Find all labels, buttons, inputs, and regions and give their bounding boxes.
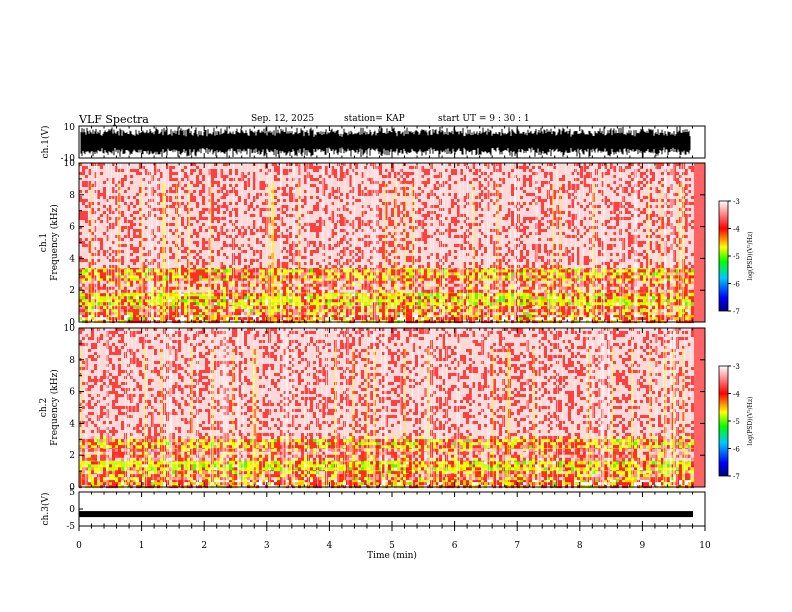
ch1-colorbar-tick-label: -7 <box>733 308 740 316</box>
ch3-waveform-trace <box>79 511 693 518</box>
ch2-spectrogram-ytick-label: 6 <box>69 388 75 398</box>
ch1-spectrogram-ytick-label: 4 <box>69 254 75 264</box>
ch1-spectrogram-cells <box>79 163 694 316</box>
ch1-ytick-label: 10 <box>64 123 76 133</box>
ch2-spectrogram-yellow-streaks <box>81 348 684 487</box>
ch1-colorbar-label: log(PSD)(V²/Hz) <box>747 232 754 281</box>
ch1-spectrogram-cells <box>79 266 694 316</box>
ch1-spectrogram-ytick-label: 10 <box>64 159 76 169</box>
xtick-label: 6 <box>452 541 458 551</box>
chart-title: VLF Spectra <box>79 113 149 126</box>
ch1-spectrogram-ylabel-channel: ch.1 <box>39 233 49 252</box>
ch1-spectrogram-ytick-label: 2 <box>69 286 75 296</box>
ch1-spectrogram-ytick-label: 6 <box>69 223 75 233</box>
ch3-waveform-frame <box>78 491 706 527</box>
xtick-label: 0 <box>76 541 82 551</box>
ch2-colorbar-tick-label: -3 <box>733 363 740 371</box>
station-label: station= KAP <box>344 114 405 124</box>
xtick-label: 8 <box>577 541 583 551</box>
xaxis-label: Time (min) <box>367 550 417 561</box>
xtick-label: 9 <box>640 541 646 551</box>
xtick-label: 2 <box>201 541 207 551</box>
ch1-waveform-ylabel: ch.1(V) <box>40 126 51 159</box>
ch2-colorbar-tick-label: -7 <box>733 473 740 481</box>
ch2-colorbar-label: log(PSD)(V²/Hz) <box>747 397 754 446</box>
xtick-label: 1 <box>139 541 145 551</box>
ch2-spectrogram-cells <box>79 458 694 489</box>
ch1-spectrogram-yellow-streaks <box>90 183 684 322</box>
ch2-colorbar-tick-label: -4 <box>733 391 740 399</box>
ch2-spectrogram-ytick-label: 10 <box>64 324 76 334</box>
ch2-colorbar-tick-label: -5 <box>733 418 740 426</box>
ch1-spectrogram-ytick-label: 8 <box>69 191 75 201</box>
xtick-label: 4 <box>327 541 333 551</box>
start-time-label: start UT = 9 : 30 : 1 <box>438 114 530 124</box>
ch3-ytick-label: -5 <box>66 522 75 532</box>
xtick-label: 3 <box>264 541 270 551</box>
xtick-label: 7 <box>514 541 520 551</box>
ch1-colorbar-tick-label: -3 <box>733 198 740 206</box>
ch2-spectrogram-ylabel-channel: ch.2 <box>39 398 49 417</box>
ch1-spectrogram-ytick-label: 0 <box>69 318 75 328</box>
ch2-spectrogram-image <box>79 328 705 489</box>
ch2-spectrogram-ytick-label: 2 <box>69 451 75 461</box>
ch1-colorbar-tick-label: -4 <box>733 226 740 234</box>
ch2-spectrogram-streaks <box>79 328 691 487</box>
ch2-spectrogram-ytick-label: 4 <box>69 419 75 429</box>
ch3-ytick-label: 5 <box>69 488 75 498</box>
ch2-colorbar-tick-label: -6 <box>733 446 740 454</box>
ch2-spectrogram-ylabel-freq: Frequency (kHz) <box>49 369 60 446</box>
ch1-spectrogram-image <box>79 163 705 324</box>
date-label: Sep. 12, 2025 <box>251 114 315 124</box>
ch3-waveform-ylabel: ch.3(V) <box>40 493 51 526</box>
ch2-spectrogram-ytick-label: 8 <box>69 356 75 366</box>
ch2-spectrogram-ytick-label: 0 <box>69 483 75 493</box>
ch1-colorbar-tick-label: -6 <box>733 281 740 289</box>
ch1-spectrogram-cells <box>82 266 694 324</box>
ch1-spectrogram-cells <box>79 163 694 316</box>
xtick-label: 10 <box>699 541 711 551</box>
ch2-colorbar <box>718 365 729 477</box>
ch3-ytick-label: 0 <box>69 505 75 515</box>
xtick-label: 5 <box>389 541 395 551</box>
ch1-ytick-label: -10 <box>61 154 76 164</box>
ch1-colorbar-tick-label: -5 <box>733 253 740 261</box>
ch1-waveform-trace <box>80 126 691 158</box>
ch1-colorbar <box>718 200 729 312</box>
ch1-spectrogram-ylabel-freq: Frequency (kHz) <box>49 204 60 281</box>
